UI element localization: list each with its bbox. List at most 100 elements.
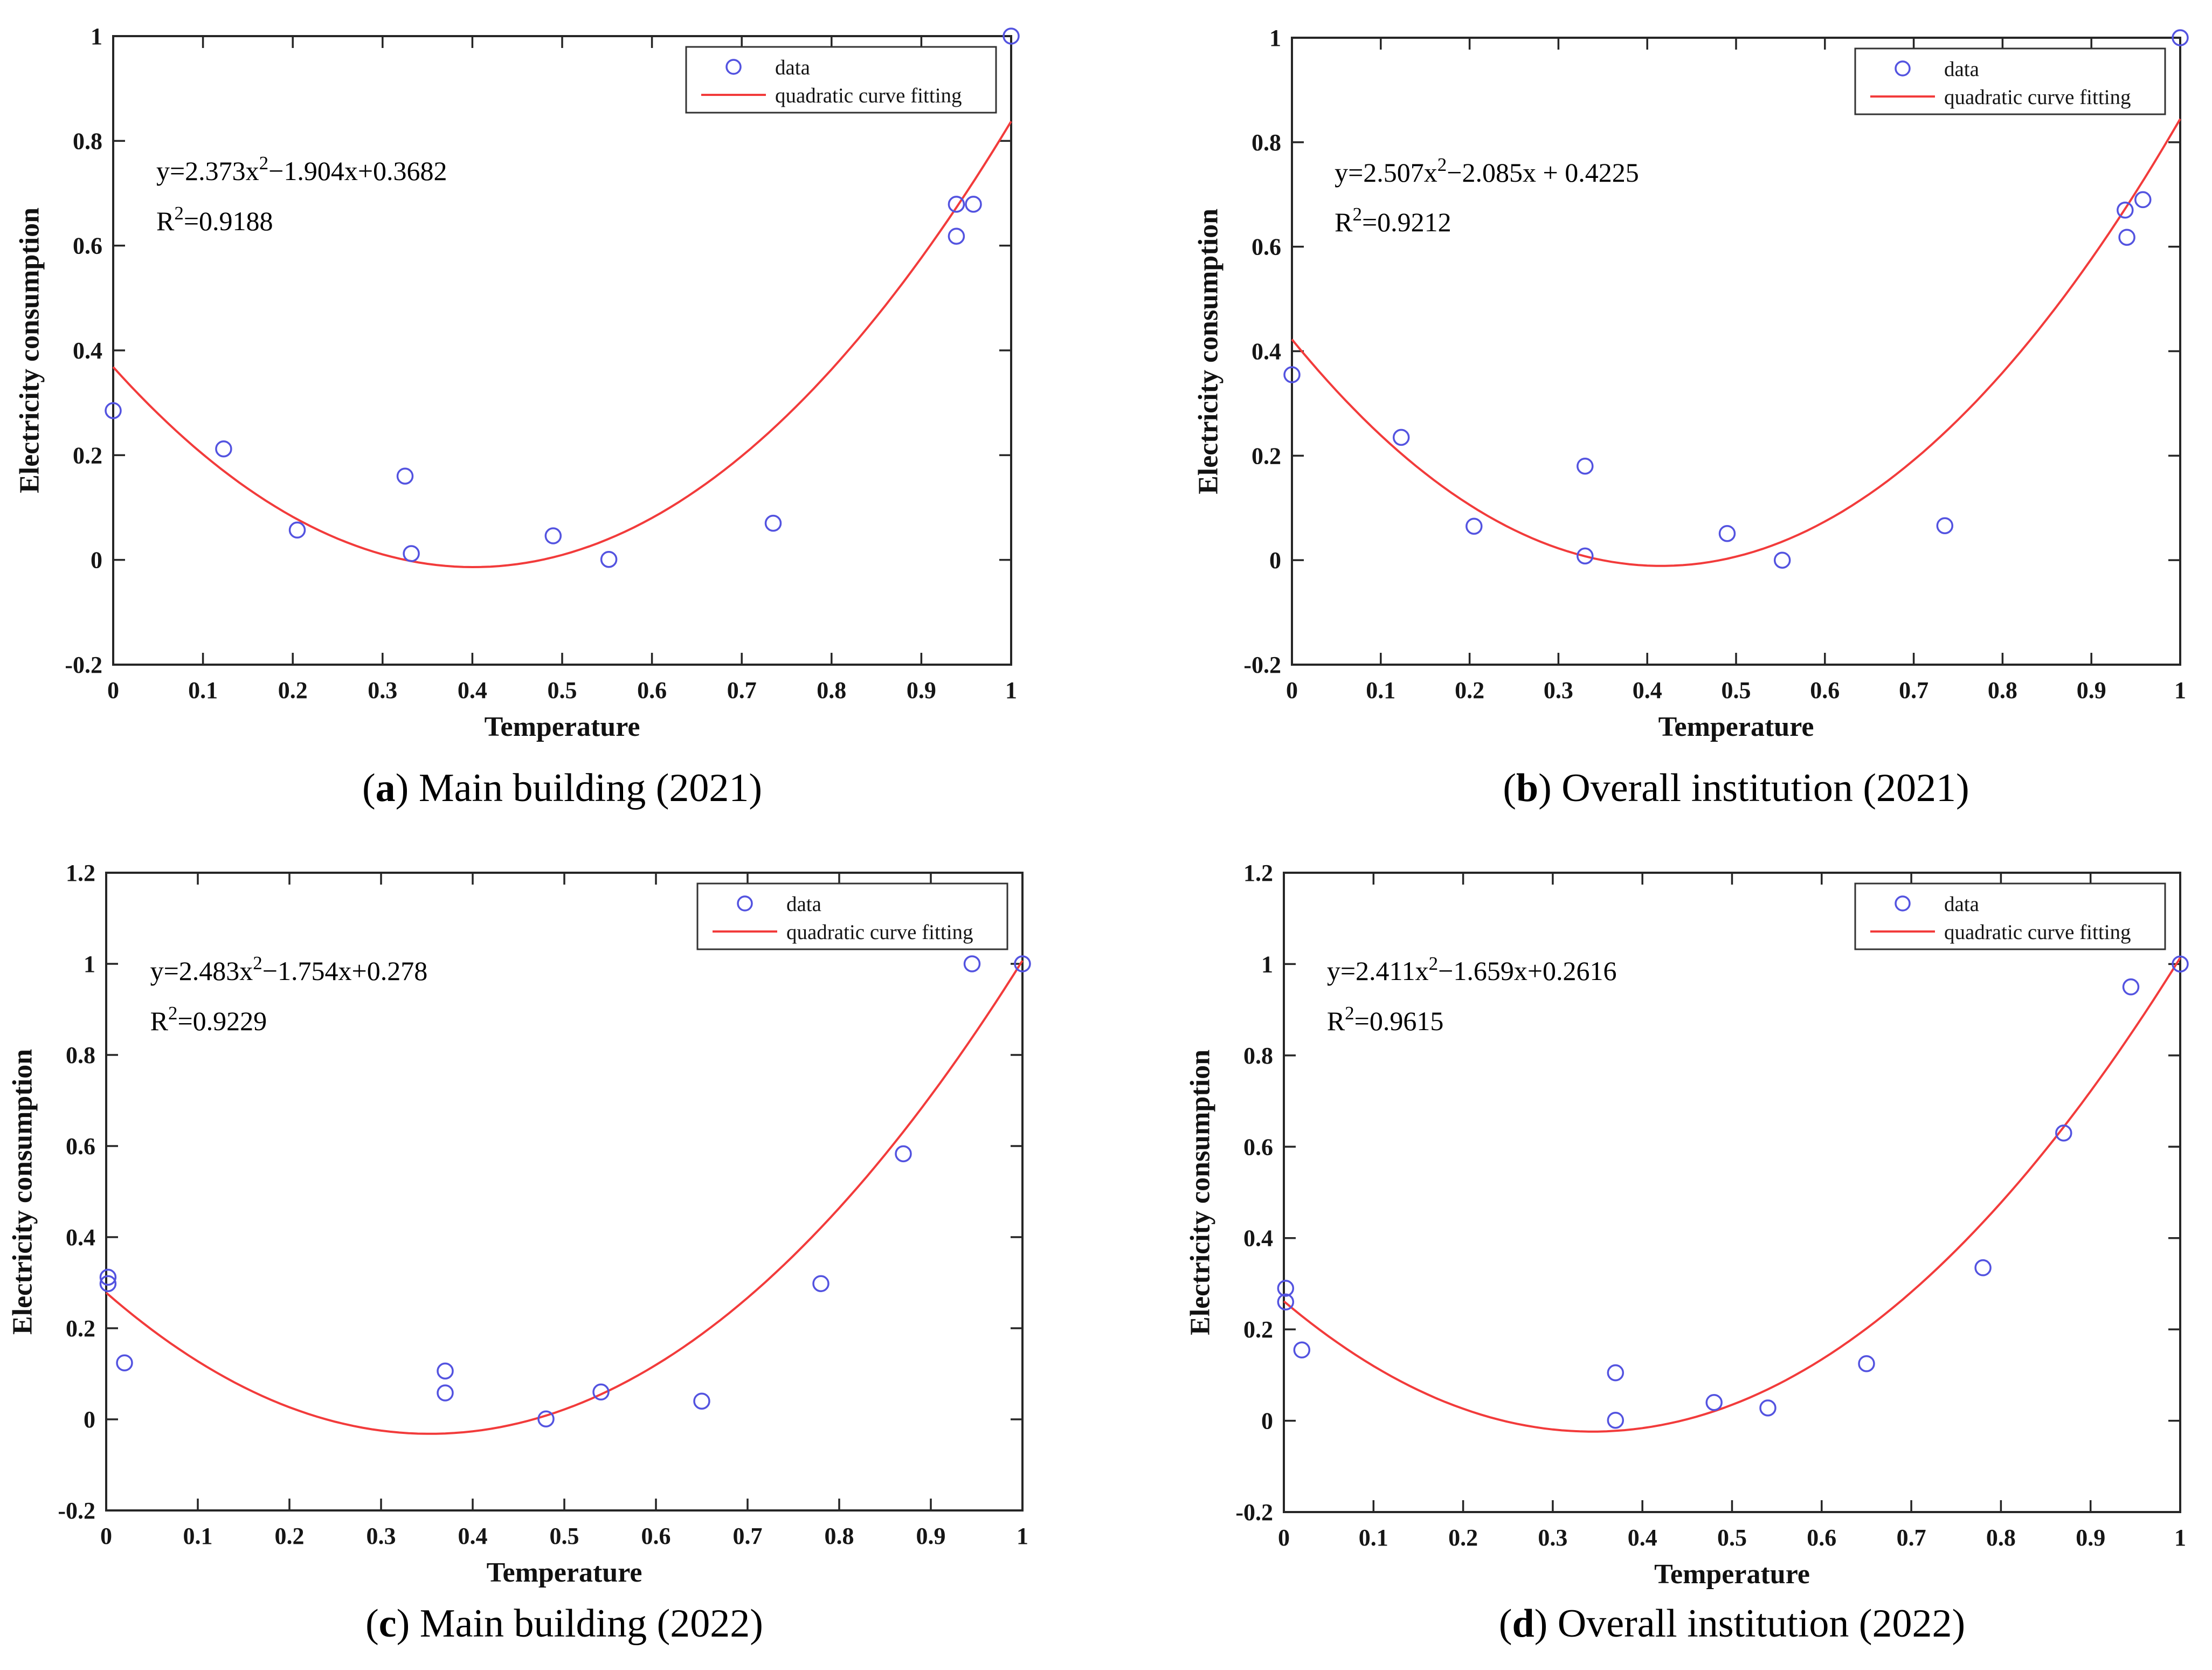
data-point (1277, 1293, 1295, 1311)
data-point (1003, 27, 1020, 45)
data-point (1773, 551, 1791, 569)
x-tick-label: 0.2 (1448, 1524, 1478, 1551)
panel-caption: (b) Overall institution (2021) (1503, 766, 1969, 810)
y-tick-label: 0.4 (66, 1224, 95, 1251)
data-point (396, 467, 414, 485)
legend-label-data: data (1944, 893, 1979, 916)
y-tick-label: 0.6 (1243, 1134, 1273, 1160)
legend-label-fit: quadratic curve fitting (786, 921, 973, 944)
data-point (116, 1354, 133, 1371)
equation-annotation: y=2.507x2−2.085x + 0.4225 R2=0.9212 (1335, 148, 1639, 247)
x-tick-label: 0.3 (1538, 1524, 1567, 1551)
panel-c: 0 0.1 0.2 0.3 0.4 0.5 0.6 0.7 0.8 0.9 1 -0.2 0 0.2 0.4… (0, 836, 1106, 1670)
data-point (215, 440, 232, 458)
x-tick-label: 0.1 (1359, 1524, 1388, 1551)
x-tick-label: 1 (1017, 1523, 1028, 1549)
x-tick-label: 1 (2174, 677, 2186, 703)
x-tick-label: 1 (2174, 1524, 2186, 1551)
y-tick-label: 0.8 (1252, 129, 1281, 156)
x-tick-label: 0 (1278, 1524, 1290, 1551)
axes-box (1291, 37, 2181, 666)
equation-annotation: y=2.373x2−1.904x+0.3682 R2=0.9188 (156, 146, 447, 246)
data-point (437, 1384, 454, 1402)
panel-b: 0 0.1 0.2 0.3 0.4 0.5 0.6 0.7 0.8 0.9 1 -0.2 0 0.2 0.4… (1106, 0, 2212, 834)
y-tick-label: 1 (84, 951, 95, 977)
y-axis-label: Electricity consumption (7, 1048, 38, 1335)
y-tick-label: 0.4 (73, 337, 102, 364)
panel-caption: (d) Overall institution (2022) (1498, 1602, 1966, 1646)
legend-marker-icon (737, 895, 753, 912)
data-point (105, 402, 122, 419)
x-tick-label: 0.6 (641, 1523, 671, 1549)
r-squared-text: R2=0.9229 (150, 1002, 267, 1036)
fit-curve (112, 121, 1012, 569)
legend-box (1854, 882, 2166, 950)
data-point (963, 955, 981, 972)
legend-label-data: data (786, 893, 821, 916)
y-tick-label: 0.6 (1252, 234, 1281, 260)
x-tick-label: 0.9 (916, 1523, 946, 1549)
fit-curve (1291, 118, 2181, 567)
chart-d-plot: 0 0.1 0.2 0.3 0.4 0.5 0.6 0.7 0.8 0.9 1-0.200.20.4… (1235, 860, 2189, 1551)
y-tick-label: 0 (1269, 547, 1281, 574)
x-tick-label: 0.1 (1366, 677, 1395, 703)
x-tick-label: 0 (1286, 677, 1298, 703)
data-point (1974, 1259, 1992, 1276)
x-tick-label: 0.1 (188, 677, 218, 703)
y-tick-label: 1.2 (1243, 860, 1273, 886)
data-point (1392, 429, 1410, 446)
data-point (895, 1145, 912, 1163)
chart-b-plot: 0 0.1 0.2 0.3 0.4 0.5 0.6 0.7 0.8 0.9 1-0.200.20.4… (1243, 25, 2189, 703)
data-point (1014, 955, 1031, 972)
fit-equation-text: y=2.507x2−2.085x + 0.4225 (1335, 154, 1639, 188)
data-point (1577, 457, 1594, 475)
x-tick-label: 0.4 (1628, 1524, 1657, 1551)
x-tick-label: 0.8 (825, 1523, 854, 1549)
y-tick-label: -0.2 (1235, 1499, 1273, 1526)
x-axis-label: Temperature (484, 712, 640, 742)
x-axis-label: Temperature (486, 1557, 642, 1588)
y-axis-label: Electricity consumption (1185, 1049, 1216, 1336)
y-tick-label: 0.8 (73, 128, 102, 154)
y-tick-label: 0.2 (1252, 443, 1281, 469)
legend-label-fit: quadratic curve fitting (1944, 921, 2131, 944)
x-tick-label: 0.3 (1544, 677, 1573, 703)
x-tick-label: 0.3 (368, 677, 397, 703)
data-point (1936, 517, 1954, 534)
x-tick-label: 0.2 (1455, 677, 1484, 703)
y-tick-label: 1.2 (66, 860, 95, 886)
y-tick-label: 0 (91, 547, 102, 574)
panel-a: 0 0.1 0.2 0.3 0.4 0.5 0.6 0.7 0.8 0.9 1 -0.2 0 0.2 0.4… (0, 0, 1106, 834)
x-tick-label: 0.3 (367, 1523, 396, 1549)
x-tick-label: 0.4 (1633, 677, 1662, 703)
chart-c-plot: 0 0.1 0.2 0.3 0.4 0.5 0.6 0.7 0.8 0.9 1-0.200.20.4… (58, 860, 1031, 1549)
x-tick-label: 0.7 (733, 1523, 763, 1549)
data-point (2118, 229, 2135, 246)
data-point (948, 196, 965, 213)
axes-box (1283, 872, 2181, 1513)
data-point (812, 1275, 830, 1292)
y-tick-label: 0.6 (66, 1133, 95, 1160)
x-tick-label: 1 (1005, 677, 1017, 703)
chart-a-plot: 0 0.1 0.2 0.3 0.4 0.5 0.6 0.7 0.8 0.9 1-0.200.20.4… (65, 23, 1020, 703)
x-tick-label: 0.2 (275, 1523, 305, 1549)
y-tick-label: 1 (1261, 951, 1273, 977)
x-tick-label: 0.8 (817, 677, 846, 703)
legend-label-fit: quadratic curve fitting (775, 84, 962, 107)
data-point (2055, 1124, 2072, 1142)
x-tick-label: 0.1 (183, 1523, 213, 1549)
y-axis-label: Electricity consumption (14, 207, 45, 494)
y-tick-label: 1 (91, 23, 102, 50)
equation-annotation: y=2.411x2−1.659x+0.2616 R2=0.9615 (1327, 946, 1617, 1046)
x-tick-label: 0.8 (1986, 1524, 2016, 1551)
data-point (965, 196, 982, 213)
exponent: 2 (1428, 953, 1439, 974)
panel-caption: (a) Main building (2021) (362, 766, 762, 810)
exponent: 2 (174, 202, 184, 224)
legend-box (1854, 47, 2166, 115)
data-point (288, 521, 306, 539)
x-tick-label: 0.6 (637, 677, 667, 703)
y-tick-label: -0.2 (58, 1498, 95, 1524)
data-point (1607, 1364, 1625, 1382)
panel-d: 0 0.1 0.2 0.3 0.4 0.5 0.6 0.7 0.8 0.9 1 -0.2 0 0.2 0.4… (1106, 836, 2212, 1670)
